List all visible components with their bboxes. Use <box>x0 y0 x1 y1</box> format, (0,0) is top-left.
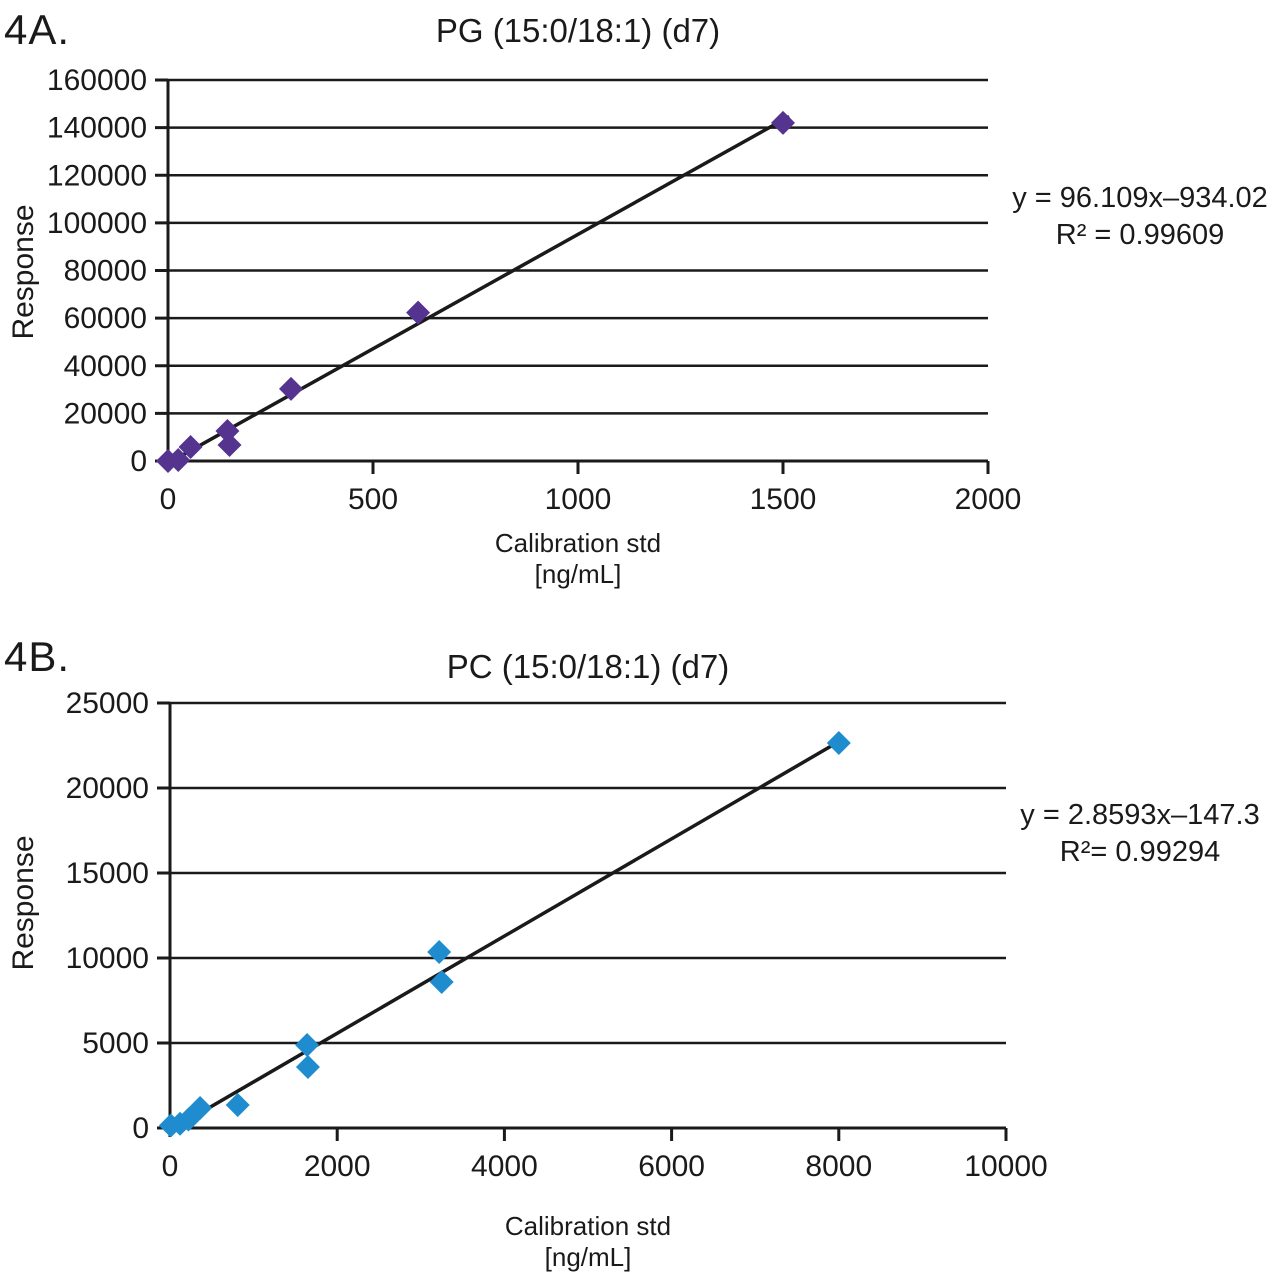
y-tick-label-160000: 160000 <box>47 64 147 97</box>
data-point-marker-2 <box>178 434 203 459</box>
chart-title-b: PC (15:0/18:1) (d7) <box>446 648 730 685</box>
y-tick-label-0: 0 <box>130 445 147 478</box>
x-tick-label-2000: 2000 <box>304 1150 371 1183</box>
y-tick-label-10000: 10000 <box>66 942 149 975</box>
y-tick-label-60000: 60000 <box>64 302 147 335</box>
y-tick-label-120000: 120000 <box>47 159 147 192</box>
data-point-marker-5 <box>295 1033 320 1058</box>
figure-panel-b: 4B. PC (15:0/18:1) (d7) Response 0 5000 10… <box>0 627 1280 1272</box>
x-tick-label-2000: 2000 <box>955 483 1022 516</box>
figure-panel-a: 4A. PG (15:0/18:1) (d7) Response 0 20000 4… <box>0 0 1280 627</box>
y-tick-label-40000: 40000 <box>64 350 147 383</box>
data-point-marker-7 <box>427 940 452 965</box>
equation-b-line1: y = 2.8593x–147.3 <box>1020 799 1260 831</box>
y-tick-label-140000: 140000 <box>47 112 147 145</box>
y-tick-label-100000: 100000 <box>47 207 147 240</box>
chart-svg: 0 5000 10000 15000 20000 25000 0 2000 4000 6000 80… <box>66 687 1048 1183</box>
trendline <box>174 739 842 1130</box>
trendline-equation-a: y = 96.109x–934.02 R² = 0.99609 <box>1002 180 1278 254</box>
x-axis-label-a-line1: Calibration std <box>494 528 662 558</box>
panel-label-b: 4B. <box>4 633 71 680</box>
x-tick-label-6000: 6000 <box>638 1150 705 1183</box>
y-tick-label-5000: 5000 <box>82 1027 149 1060</box>
y-tick-label-20000: 20000 <box>64 397 147 430</box>
x-tick-label-500: 500 <box>348 483 398 516</box>
y-tick-label-15000: 15000 <box>66 857 149 890</box>
x-tick-label-4000: 4000 <box>471 1150 538 1183</box>
data-point-marker-8 <box>429 969 454 994</box>
x-tick-label-1000: 1000 <box>545 483 612 516</box>
x-axis-label-a: Calibration std [ng/mL] <box>168 528 988 590</box>
data-point-marker-6 <box>406 300 431 325</box>
y-axis-label-a: Response <box>7 204 40 340</box>
trendline-equation-b: y = 2.8593x–147.3 R²= 0.99294 <box>1002 797 1278 871</box>
panel-label-a: 4A. <box>4 6 71 53</box>
y-axis-label-b: Response <box>7 835 40 971</box>
chart-svg: 0200004000060000800001000001200001400001… <box>47 64 1022 516</box>
x-tick-label-0: 0 <box>162 1150 179 1183</box>
data-point-marker-4 <box>217 433 242 458</box>
x-axis-label-b: Calibration std [ng/mL] <box>170 1211 1006 1272</box>
data-point-marker-9 <box>826 730 851 755</box>
equation-b-r-squared: R²= 0.99294 <box>1059 836 1221 868</box>
equation-a-line1: y = 96.109x–934.02 <box>1012 182 1268 214</box>
x-axis-label-b-line1: Calibration std <box>504 1211 672 1241</box>
y-tick-label-20000: 20000 <box>66 772 149 805</box>
y-tick-label-25000: 25000 <box>66 687 149 720</box>
data-point-marker-3 <box>188 1095 213 1120</box>
data-point-marker-6 <box>295 1054 320 1079</box>
data-point-marker-5 <box>279 376 303 401</box>
y-tick-label-80000: 80000 <box>64 255 147 288</box>
trendline <box>171 114 791 463</box>
x-axis-label-a-line2: [ng/mL] <box>534 559 622 589</box>
data-point-marker-1 <box>166 448 191 473</box>
data-point-marker-7 <box>771 110 795 135</box>
x-tick-label-0: 0 <box>160 483 177 516</box>
data-point-marker-4 <box>225 1093 250 1118</box>
chart-title-a: PG (15:0/18:1) (d7) <box>435 12 721 49</box>
equation-a-r-squared: R² = 0.99609 <box>1055 219 1225 251</box>
x-axis-label-b-line2: [ng/mL] <box>544 1242 632 1272</box>
x-tick-label-8000: 8000 <box>805 1150 872 1183</box>
x-tick-label-1500: 1500 <box>750 483 817 516</box>
x-tick-label-10000: 10000 <box>964 1150 1047 1183</box>
y-tick-label-0: 0 <box>132 1112 149 1145</box>
